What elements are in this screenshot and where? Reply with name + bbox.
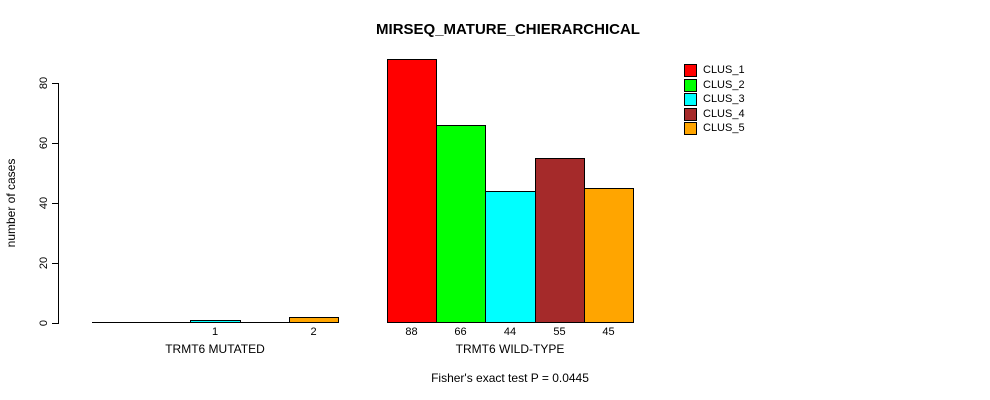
y-axis-tick [52,83,58,84]
legend-swatch [684,107,697,121]
legend-swatch [684,93,697,106]
legend-swatch [684,64,697,77]
legend-label: CLUS_3 [703,93,745,105]
bar-value-label: 44 [503,326,517,338]
y-axis-tick [52,203,58,204]
bar-value-label: 55 [553,326,566,338]
legend-label: CLUS_2 [703,78,745,91]
chart-title: MIRSEQ_MATURE_CHIERARCHICAL [376,21,640,38]
bar [190,320,241,323]
fisher-test-annotation: Fisher's exact test P = 0.0445 [431,371,589,385]
y-axis-tick-label: 20 [38,256,50,270]
bar [584,188,634,323]
y-axis-tick-label: 80 [38,76,50,90]
y-axis-tick-label: 40 [38,196,50,210]
bar-value-label: 66 [454,326,467,338]
y-axis-label: number of cases [4,158,18,248]
bar-value-label: 1 [211,326,219,338]
bar [141,322,191,323]
bar [436,125,486,323]
y-axis-tick [52,323,58,324]
bar [289,317,339,323]
bar [485,191,536,323]
bar [387,59,437,323]
legend-swatch [684,78,697,92]
legend-label: CLUS_1 [703,64,745,76]
group-label-wildtype: TRMT6 WILD-TYPE [455,342,565,356]
y-axis-tick-label: 0 [38,319,50,327]
bar [240,322,290,323]
bar-value-label: 2 [310,326,317,338]
legend-label: CLUS_5 [703,122,745,134]
y-axis-tick-label: 60 [38,136,50,150]
bar-value-label: 45 [602,326,615,338]
y-axis-tick [52,143,58,144]
y-axis-tick [52,263,58,264]
group-label-mutated: TRMT6 MUTATED [165,342,265,356]
bar-value-label: 88 [405,326,418,338]
bar [92,322,142,323]
legend-label: CLUS_4 [703,107,745,120]
bar [535,158,585,323]
y-axis-line [58,83,59,324]
legend-swatch [684,122,697,135]
